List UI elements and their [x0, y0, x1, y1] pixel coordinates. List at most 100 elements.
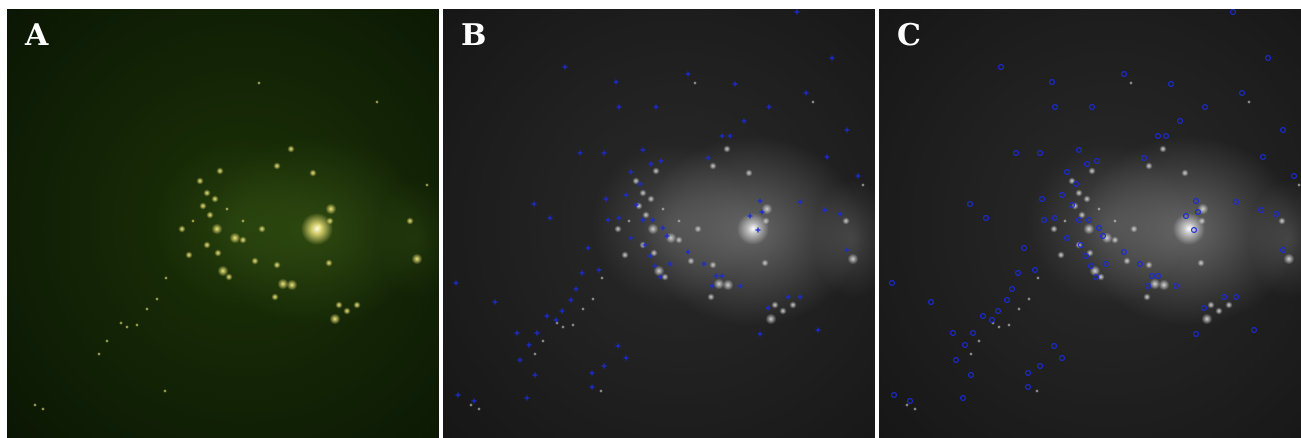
fluorescent-spot — [677, 219, 681, 223]
fluorescent-spot — [977, 339, 981, 343]
fluorescent-spot — [1181, 169, 1189, 177]
panel-b-image — [443, 9, 875, 438]
fluorescent-spot — [811, 100, 815, 104]
fluorescent-spot — [1278, 217, 1286, 225]
fit-circle-marker — [997, 63, 1004, 70]
fluorescent-spot — [41, 407, 45, 411]
fluorescent-spot — [225, 273, 233, 281]
fit-circle-marker — [1051, 343, 1058, 350]
fluorescent-spot — [217, 265, 229, 277]
fluorescent-spot — [1101, 232, 1113, 244]
fluorescent-spot — [225, 207, 229, 211]
fluorescent-spot — [1197, 203, 1209, 215]
fluorescent-spot — [229, 232, 241, 244]
detection-cross-marker — [741, 118, 747, 124]
detection-cross-marker — [534, 330, 540, 336]
fluorescent-spot — [997, 325, 1001, 329]
fit-circle-marker — [1086, 217, 1093, 224]
detection-cross-marker — [709, 283, 715, 289]
fluorescent-spot — [164, 276, 168, 280]
fluorescent-spot — [1075, 189, 1083, 197]
detection-cross-marker — [547, 215, 553, 221]
detection-cross-marker — [637, 181, 643, 187]
fluorescent-spot — [1207, 301, 1215, 309]
fit-circle-marker — [1100, 233, 1107, 240]
detection-cross-marker — [573, 286, 579, 292]
fluorescent-spot — [257, 81, 261, 85]
fit-circle-marker — [1155, 132, 1162, 139]
fluorescent-spot — [1145, 261, 1153, 269]
detection-cross-marker — [562, 64, 568, 70]
fit-circle-marker — [1137, 261, 1144, 268]
panel-label-b: B — [461, 18, 487, 53]
detection-cross-marker — [605, 217, 611, 223]
detection-cross-marker — [532, 372, 538, 378]
fluorescent-spot — [97, 352, 101, 356]
fluorescent-spot — [135, 323, 139, 327]
fit-circle-marker — [979, 313, 986, 320]
detection-markers — [453, 9, 861, 404]
fluorescent-spot — [325, 259, 333, 267]
fluorescent-spot — [642, 211, 650, 219]
fluorescent-spot — [411, 253, 423, 265]
fit-circle-marker — [1021, 245, 1028, 252]
detection-cross-marker — [766, 104, 772, 110]
fit-circle-marker — [1280, 126, 1287, 133]
fit-circle-marker — [1195, 209, 1202, 216]
fluorescent-spot — [771, 301, 779, 309]
fluorescent-spot — [196, 177, 204, 185]
fluorescent-spot — [652, 167, 660, 175]
detection-cross-marker — [524, 395, 530, 401]
fluorescent-spot — [258, 225, 266, 233]
fluorescent-spot — [745, 169, 753, 177]
fit-circle-marker — [952, 357, 959, 364]
fluorescent-spot — [614, 225, 622, 233]
detection-cross-marker — [544, 313, 550, 319]
fluorescent-spot — [665, 232, 677, 244]
fluorescent-spot — [1036, 276, 1040, 280]
panel-c-image — [879, 9, 1301, 438]
fluorescent-spot — [761, 203, 773, 215]
fit-circle-marker — [1193, 331, 1200, 338]
fit-circle-marker — [1163, 132, 1170, 139]
fluorescent-spot — [211, 223, 223, 235]
panel-label-c: C — [897, 18, 922, 53]
detection-cross-marker — [650, 217, 656, 223]
fluorescent-spot — [687, 257, 695, 265]
fluorescent-spot — [905, 403, 909, 407]
fit-circle-marker — [1059, 192, 1066, 199]
fluorescent-spot — [1247, 100, 1251, 104]
fluorescent-spot — [581, 307, 585, 311]
fit-circle-marker — [1015, 270, 1022, 277]
detection-cross-marker — [685, 71, 691, 77]
fluorescent-spot — [1197, 259, 1205, 267]
fluorescent-spot — [1097, 273, 1105, 281]
fit-circle-marker — [967, 372, 974, 379]
fit-circle-marker — [1078, 242, 1085, 249]
fit-circle-marker — [966, 201, 973, 208]
fluorescent-spot — [765, 313, 777, 325]
detection-cross-marker — [492, 299, 498, 305]
fluorescent-spot — [1113, 219, 1117, 223]
fluorescent-spot — [650, 249, 658, 257]
detection-cross-marker — [757, 198, 763, 204]
fit-circle-marker — [907, 398, 914, 405]
detection-cross-marker — [667, 261, 673, 267]
detection-cross-marker — [577, 150, 583, 156]
detection-cross-marker — [653, 104, 659, 110]
detection-cross-marker — [664, 233, 670, 239]
fit-circle-marker — [1149, 273, 1156, 280]
fit-circle-marker — [982, 215, 989, 222]
fluorescent-spot — [125, 325, 129, 329]
fluorescent-spot — [713, 278, 725, 290]
detection-cross-marker — [601, 363, 607, 369]
fluorescent-spot — [287, 145, 295, 153]
fit-circle-marker — [1183, 213, 1190, 220]
fluorescent-spot — [1143, 293, 1151, 301]
detection-cross-marker — [589, 370, 595, 376]
detection-cross-marker — [719, 133, 725, 139]
fit-circle-marker — [1258, 207, 1265, 214]
fluorescent-spot — [271, 293, 279, 301]
fluorescent-spot — [1123, 257, 1131, 265]
fluorescent-spot — [203, 189, 211, 197]
